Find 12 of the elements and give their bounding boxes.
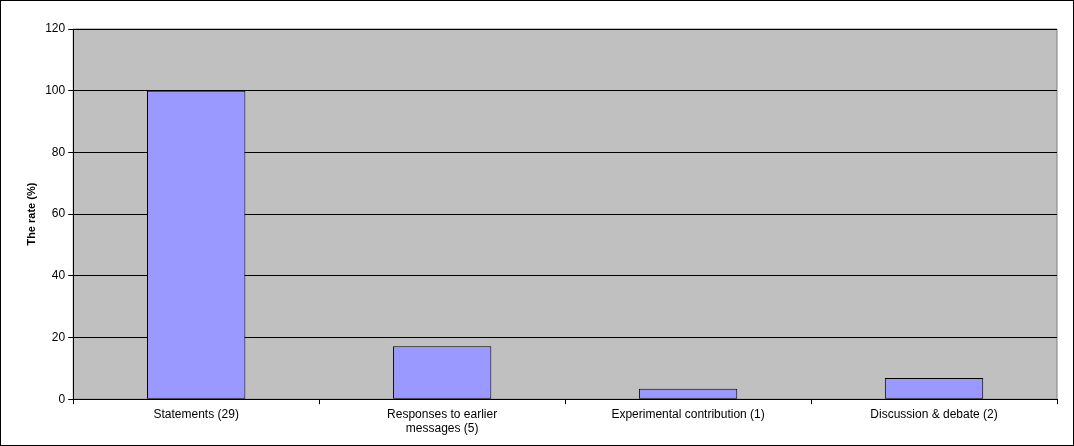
y-tick-label: 20 [51,329,66,344]
y-tick-label: 60 [51,206,66,221]
x-tick-label: Responses to earlier messages (5) [387,406,498,436]
y-tick-label: 40 [51,268,66,283]
y-tick-label: 120 [45,21,66,36]
y-axis-title: The rate (%) [24,182,37,246]
x-tick-label: Statements (29) [153,406,239,421]
y-tick-label: 100 [45,83,66,98]
x-tick-label: Experimental contribution (1) [611,406,765,421]
y-tick-label: 0 [58,391,66,406]
x-tick-label: Discussion & debate (2) [870,406,998,421]
y-tick-label: 80 [51,144,66,159]
